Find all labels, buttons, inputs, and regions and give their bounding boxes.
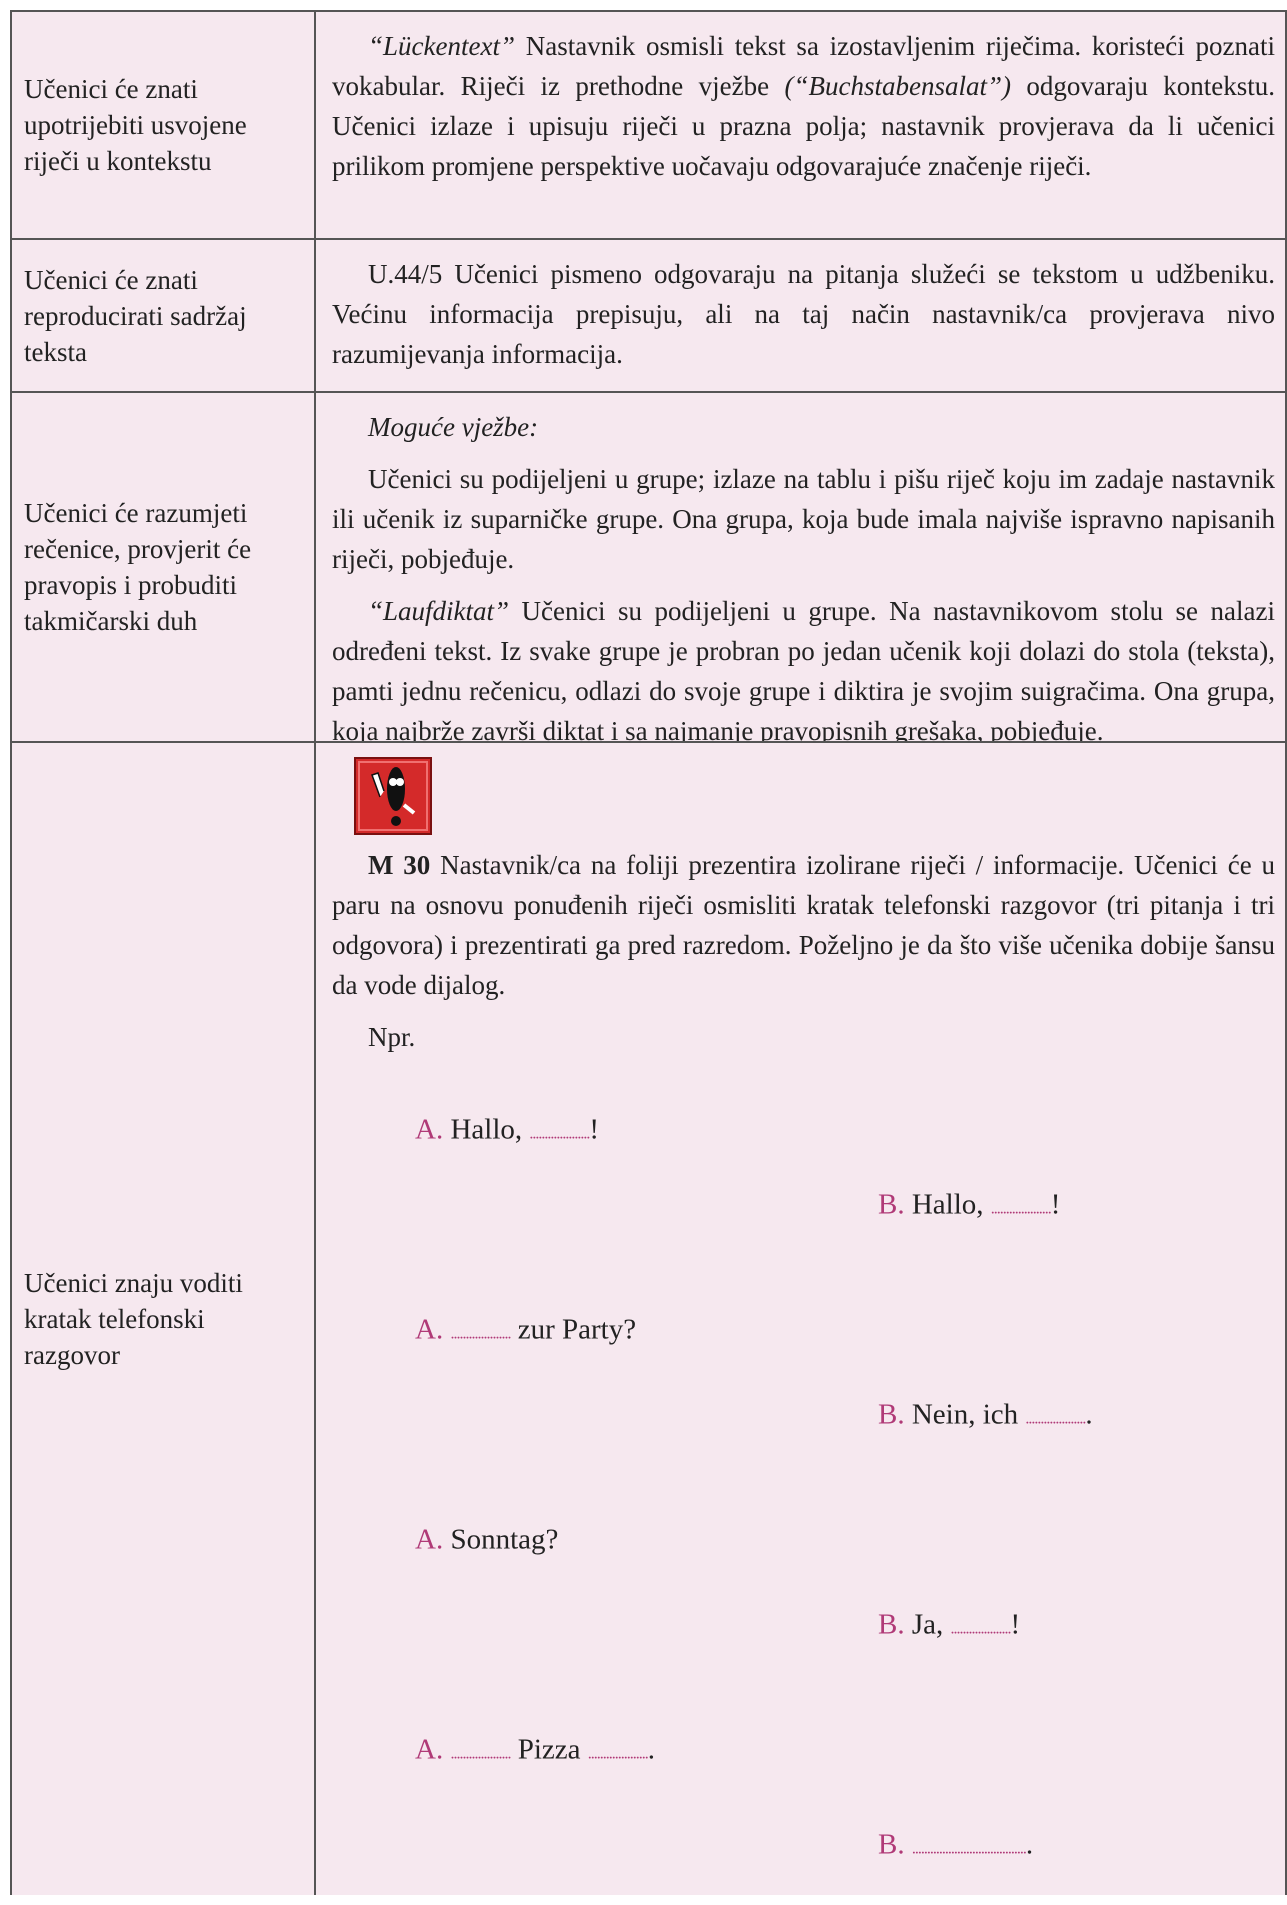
- goal-text: Učenici će znati upotrijebiti usvojene r…: [24, 74, 247, 176]
- dialog-line: A. Sonntag?: [415, 1524, 558, 1557]
- text-run: Učenici su podijeljeni u grupe. Na nasta…: [332, 596, 1275, 746]
- text-run: Nastavnik/ca na foliji prezentira izolir…: [332, 850, 1276, 1000]
- activity-cell: Moguće vježbe: Učenici su podijeljeni u g…: [316, 393, 1285, 746]
- activity-cell: “Lückentext” Nastavnik osmisli tekst sa …: [316, 12, 1285, 238]
- table-row: Učenici će razumjeti rečenice, provjerit…: [10, 391, 1287, 746]
- dialog-text: Nein, ich: [904, 1398, 1026, 1431]
- dialog-text: Pizza: [510, 1733, 588, 1766]
- activity-cell: U.44/5 Učenici pismeno odgovaraju na pit…: [316, 240, 1285, 391]
- text-run: “Lückentext”: [368, 31, 515, 61]
- paragraph: “Lückentext” Nastavnik osmisli tekst sa …: [332, 26, 1275, 186]
- text-run: “Laufdiktat”: [368, 596, 510, 626]
- dialog-line: B. Nein, ich .....................: [878, 1399, 1093, 1432]
- speaker: B.: [878, 1188, 905, 1221]
- dialog-text: Hallo,: [443, 1113, 530, 1146]
- dialog-line: B. .....................................…: [878, 1829, 1033, 1862]
- table-row: Učenici znaju voditi kratak telefonski r…: [10, 741, 1287, 1895]
- paragraph: Učenici su podijeljeni u grupe; izlaze n…: [332, 459, 1275, 579]
- paragraph: M 30 Nastavnik/ca na foliji prezentira i…: [332, 845, 1275, 1005]
- blank: ....................: [529, 1125, 590, 1143]
- dialog-line: A. .................... Pizza ..........…: [415, 1734, 655, 1767]
- goal-cell: Učenici će znati reproducirati sadržaj t…: [12, 240, 316, 391]
- dialog-text: !: [1010, 1608, 1021, 1641]
- dialog-text: !: [589, 1113, 600, 1146]
- blank: ....................: [990, 1200, 1052, 1218]
- goal-text: Učenici će razumjeti rečenice, provjerit…: [24, 498, 252, 636]
- dialog-text: zur Party?: [510, 1313, 637, 1346]
- text-run: (“Buchstabensalat”): [784, 71, 1012, 101]
- dialog-line: A. .................... zur Party?: [415, 1314, 636, 1347]
- blank: ......................................: [911, 1840, 1027, 1858]
- blank: ....................: [587, 1745, 649, 1763]
- paragraph: Npr.: [332, 1017, 1275, 1057]
- paragraph: Moguće vježbe:: [332, 407, 1275, 447]
- speaker: A.: [415, 1113, 444, 1146]
- goal-cell: Učenici će razumjeti rečenice, provjerit…: [12, 393, 316, 741]
- text-run: M 30: [368, 850, 431, 880]
- dialog-text: [905, 1829, 912, 1861]
- table-row: Učenici će znati upotrijebiti usvojene r…: [10, 10, 1287, 238]
- speaker: A.: [415, 1733, 444, 1766]
- dialog-line: A. Hallo, ....................!: [415, 1114, 599, 1147]
- text-run: Nastavnik osmisli tekst sa izostavljenim…: [332, 31, 1275, 101]
- speaker: B.: [878, 1398, 905, 1431]
- paragraph: U.44/5 Učenici pismeno odgovaraju na pit…: [332, 254, 1275, 374]
- dialog-text: !: [1050, 1188, 1061, 1221]
- speaker: A.: [415, 1313, 444, 1346]
- goal-text: Učenici će znati reproducirati sadržaj t…: [24, 264, 247, 367]
- dialog-line: B. Hallo, ....................!: [878, 1189, 1060, 1222]
- blank: ....................: [450, 1745, 511, 1763]
- dialog-text: Sonntag?: [443, 1523, 559, 1556]
- table-row: Učenici će znati reproducirati sadržaj t…: [10, 238, 1287, 391]
- blank: ....................: [1025, 1410, 1086, 1428]
- dialog-text: .: [647, 1733, 656, 1766]
- goal-cell: Učenici će znati upotrijebiti usvojene r…: [12, 12, 316, 238]
- text-run: odgovaraju kontekstu. Učenici izlaze i u…: [332, 71, 1275, 181]
- speaker: B.: [878, 1828, 905, 1861]
- blank: ....................: [950, 1620, 1012, 1638]
- goal-cell: Učenici znaju voditi kratak telefonski r…: [12, 743, 316, 1895]
- text-run: U.44/5 Učenici pismeno odgovaraju na pit…: [332, 259, 1275, 369]
- goal-text: Učenici znaju voditi kratak telefonski r…: [24, 1268, 243, 1370]
- speaker: B.: [878, 1608, 905, 1641]
- text-run: Moguće vježbe:: [368, 412, 539, 442]
- blank: ....................: [450, 1325, 511, 1343]
- dialog-text: .: [1025, 1828, 1034, 1861]
- text-run: Npr.: [368, 1022, 416, 1052]
- dialog-text: .: [1085, 1398, 1093, 1431]
- activity-cell: M 30 Nastavnik/ca na foliji prezentira i…: [316, 743, 1285, 1895]
- dialog-text: Ja,: [904, 1608, 951, 1641]
- speaker: A.: [415, 1523, 444, 1556]
- paragraph: “Laufdiktat” Učenici su podijeljeni u gr…: [332, 591, 1275, 751]
- dialog-text: Hallo,: [904, 1188, 991, 1221]
- text-run: Učenici su podijeljeni u grupe; izlaze n…: [332, 464, 1275, 574]
- dialog-line: B. Ja, ....................!: [878, 1609, 1020, 1642]
- attention-icon: [354, 757, 432, 835]
